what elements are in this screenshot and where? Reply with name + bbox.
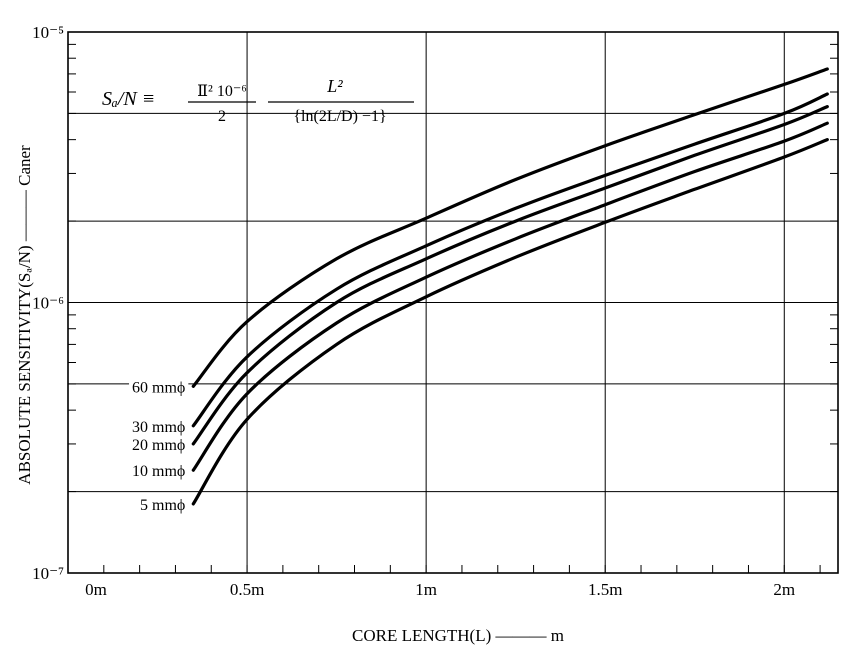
y-tick-label: 10⁻⁷ [32, 564, 64, 583]
y-tick-label: 10⁻⁶ [32, 294, 64, 313]
series-label-4: 5 mmϕ [140, 497, 185, 514]
series-line-2 [191, 105, 829, 446]
series-label-3: 10 mmϕ [132, 463, 185, 480]
formula-coef-numerator: Ⅱ² 10⁻⁶ [197, 83, 247, 100]
grid [68, 32, 838, 573]
x-tick-label: 0m [85, 580, 107, 599]
x-tick-label: 0.5m [230, 580, 264, 599]
series-label-bg [137, 495, 189, 515]
series-label-bg [129, 462, 189, 482]
y-tick-label: 10⁻⁵ [32, 23, 64, 42]
series-label-1: 30 mmϕ [132, 419, 185, 436]
formula-frac-numerator: L² [326, 76, 343, 96]
series-label-bg [129, 417, 189, 437]
series-label-2: 20 mmϕ [132, 437, 185, 454]
series-label-bg [129, 378, 189, 398]
series-label-bg [129, 435, 189, 455]
series-line-4 [191, 138, 829, 506]
formula-lhs: Sₐ/N ≡ [102, 88, 155, 110]
x-axis-label: CORE LENGTH(L) ——— m [352, 626, 564, 645]
y-axis-label: ABSOLUTE SENSITIVITY(Sₐ/N) ——— Caner [15, 145, 34, 485]
plot-frame [67, 31, 839, 574]
x-tick-label: 1m [415, 580, 437, 599]
x-tick-labels: 0m 0.5m 1m 1.5m 2m [85, 580, 795, 599]
series-label-0: 60 mmϕ [132, 379, 185, 396]
formula-frac-denominator: {ln(2L/D) −1} [293, 108, 386, 125]
series-line-3 [191, 121, 829, 472]
formula-coef-denominator: 2 [218, 108, 226, 125]
series-curves [191, 67, 829, 506]
y-tick-labels: 10⁻⁷ 10⁻⁶ 10⁻⁵ [32, 23, 64, 583]
series-line-1 [191, 92, 829, 428]
series-line-0 [191, 67, 829, 388]
x-tick-label: 2m [773, 580, 795, 599]
formula-annotation: Sₐ/N ≡ Ⅱ² 10⁻⁶ 2 L² {ln(2L/D) −1} [102, 76, 414, 125]
x-tick-label: 1.5m [588, 580, 622, 599]
